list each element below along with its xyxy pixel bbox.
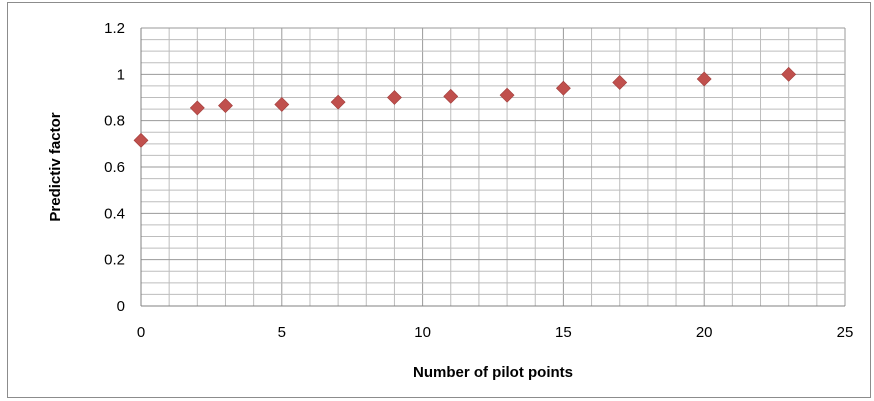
scatter-chart: 0 0.2 0.4 0.6 0.8 1 1.2 0 5 10 15 20 25 Number of p… bbox=[47, 20, 854, 381]
data-point bbox=[555, 80, 571, 96]
x-tick-label: 15 bbox=[555, 324, 572, 341]
x-tick-label: 0 bbox=[137, 324, 145, 341]
data-point bbox=[781, 66, 797, 82]
y-tick-label: 0.8 bbox=[104, 113, 125, 130]
chart-frame: 0 0.2 0.4 0.6 0.8 1 1.2 0 5 10 15 20 25 Number of p… bbox=[7, 2, 871, 398]
data-point bbox=[612, 75, 628, 90]
data-point bbox=[696, 71, 712, 87]
y-tick-label: 0.2 bbox=[104, 252, 125, 269]
y-tick-labels: 0 0.2 0.4 0.6 0.8 1 1.2 bbox=[104, 20, 125, 315]
y-axis-title: Predictiv factor bbox=[47, 112, 64, 221]
data-point bbox=[330, 94, 346, 110]
x-tick-label: 20 bbox=[696, 324, 713, 341]
data-point bbox=[443, 88, 459, 104]
data-point bbox=[133, 132, 149, 148]
x-tick-labels: 0 5 10 15 20 25 bbox=[137, 324, 854, 341]
data-point bbox=[499, 87, 515, 103]
data-point bbox=[274, 97, 290, 112]
x-tick-label: 10 bbox=[414, 324, 431, 341]
data-point bbox=[387, 90, 402, 105]
y-tick-label: 0.6 bbox=[104, 159, 125, 176]
x-tick-label: 5 bbox=[278, 324, 286, 341]
y-tick-label: 1 bbox=[117, 66, 125, 83]
data-point bbox=[218, 98, 233, 114]
axes bbox=[140, 28, 845, 307]
x-axis-title: Number of pilot points bbox=[413, 364, 573, 381]
data-point bbox=[189, 100, 205, 116]
y-tick-label: 0.4 bbox=[104, 205, 125, 222]
y-tick-label: 0 bbox=[117, 298, 125, 315]
x-tick-label: 25 bbox=[837, 324, 854, 341]
gridlines bbox=[140, 27, 846, 307]
y-tick-label: 1.2 bbox=[104, 20, 125, 37]
data-points bbox=[133, 66, 797, 148]
